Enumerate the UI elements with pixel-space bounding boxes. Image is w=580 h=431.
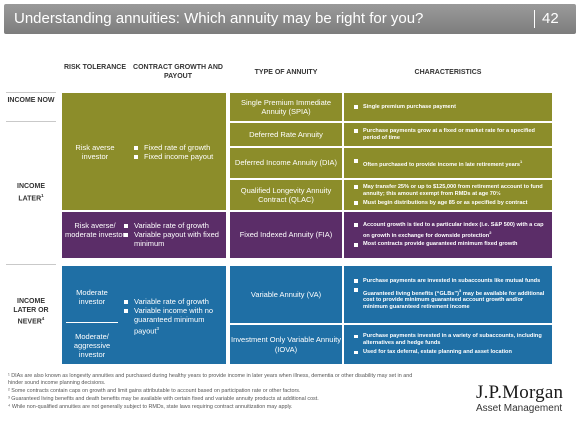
- header-risk-tolerance: RISK TOLERANCE: [63, 64, 127, 71]
- characteristic-item: Single premium purchase payment: [354, 104, 548, 111]
- characteristic-footnote-mark: 3: [459, 287, 462, 293]
- characteristics-iova: Purchase payments invested in a variety …: [344, 325, 552, 364]
- blue-growth-list: Variable rate of growth Variable income …: [124, 297, 226, 336]
- characteristic-item: Account growth is tied to a particular i…: [354, 222, 548, 240]
- olive-risk-tolerance: Risk averse investor: [75, 143, 115, 161]
- olive-growth-list: Fixed rate of growth Fixed income payout: [134, 143, 226, 161]
- blue-growth-item: Variable rate of growth: [124, 297, 226, 306]
- purple-group: Risk averse/ moderate investor Variable …: [62, 212, 226, 258]
- olive-group: Risk averse investor Fixed rate of growt…: [62, 93, 226, 210]
- characteristic-item: Most contracts provide guaranteed minimu…: [354, 241, 548, 248]
- purple-risk-tolerance: Risk averse/ moderate investor: [64, 221, 126, 239]
- olive-growth-item: Fixed income payout: [134, 152, 226, 161]
- annuity-type-iova: Investment Only Variable Annuity (IOVA): [230, 325, 342, 364]
- characteristics-dia: Often purchased to provide income in lat…: [344, 148, 552, 178]
- footnote: ² Some contracts contain caps on growth …: [8, 388, 301, 394]
- characteristic-item: Often purchased to provide income in lat…: [354, 158, 548, 169]
- characteristic-item: Purchase payments are invested in subacc…: [354, 278, 548, 285]
- blue-group: Moderate investor Moderate/ aggressive i…: [62, 266, 226, 364]
- footnotes: ¹ DIAs are also known as longevity annui…: [8, 373, 418, 412]
- purple-growth-list: Variable rate of growth Variable payout …: [124, 221, 226, 248]
- row-label-income-now: INCOME NOW: [7, 97, 55, 104]
- characteristic-item: Guaranteed living benefits (“GLBs”)3 may…: [354, 287, 548, 312]
- annuity-type-deferred-rate: Deferred Rate Annuity: [230, 123, 342, 146]
- blue-risk-moderate: Moderate investor: [76, 288, 108, 306]
- title-bar: Understanding annuities: Which annuity m…: [4, 4, 576, 34]
- characteristic-item: Purchase payments grow at a fixed or mar…: [354, 128, 548, 142]
- annuity-type-spia: Single Premium Immediate Annuity (SPIA): [230, 93, 342, 121]
- characteristic-item: Must begin distributions by age 85 or as…: [354, 200, 548, 207]
- characteristic-text-rest: may be available for additional cost to …: [363, 290, 545, 311]
- page-number: 42: [542, 10, 559, 27]
- row-label-income-later-or-never: INCOME LATER OR NEVER4: [13, 298, 49, 326]
- characteristic-item: May transfer 25% or up to $125,000 from …: [354, 184, 548, 198]
- header-contract-growth: CONTRACT GROWTH AND PAYOUT: [133, 64, 223, 80]
- footnote: ⁴ While non-qualified annuities are not …: [8, 404, 293, 410]
- annuity-type-va: Variable Annuity (VA): [230, 266, 342, 323]
- logo-subtitle: Asset Management: [476, 403, 563, 414]
- footnote: ¹ DIAs are also known as longevity annui…: [8, 373, 413, 386]
- characteristics-deferred-rate: Purchase payments grow at a fixed or mar…: [344, 123, 552, 146]
- purple-growth-item: Variable rate of growth: [124, 221, 226, 230]
- characteristics-qlac: May transfer 25% or up to $125,000 from …: [344, 180, 552, 210]
- olive-growth-item: Fixed rate of growth: [134, 143, 226, 152]
- logo-wordmark: J.P.Morgan: [476, 382, 564, 403]
- divider: [6, 92, 56, 93]
- divider: [6, 264, 56, 265]
- blue-growth-item: Variable income with no guaranteed minim…: [124, 306, 226, 336]
- header-type-of-annuity: TYPE OF ANNUITY: [254, 69, 318, 76]
- blue-divider: [66, 322, 118, 323]
- title-divider: [534, 10, 535, 28]
- purple-growth-item: Variable payout with fixed minimum: [124, 230, 226, 248]
- footnote: ³ Guaranteed living benefits and death b…: [8, 396, 319, 402]
- annuity-type-qlac: Qualified Longevity Annuity Contract (QL…: [230, 180, 342, 210]
- annuity-type-dia: Deferred Income Annuity (DIA): [230, 148, 342, 178]
- divider: [6, 121, 56, 122]
- jpmorgan-logo: J.P.Morgan Asset Management: [476, 382, 571, 414]
- characteristic-item: Purchase payments invested in a variety …: [354, 333, 548, 347]
- page-title: Understanding annuities: Which annuity m…: [14, 10, 424, 27]
- characteristics-va: Purchase payments are invested in subacc…: [344, 266, 552, 323]
- characteristics-fia: Account growth is tied to a particular i…: [344, 212, 552, 258]
- characteristics-spia: Single premium purchase payment: [344, 93, 552, 121]
- header-characteristics: CHARACTERISTICS: [414, 69, 482, 76]
- characteristic-item: Used for tax deferral, estate planning a…: [354, 349, 548, 356]
- row-label-income-later: INCOME LATER1: [17, 183, 45, 202]
- annuity-type-fia: Fixed Indexed Annuity (FIA): [230, 212, 342, 258]
- blue-risk-moderate-aggressive: Moderate/ aggressive investor: [73, 332, 111, 359]
